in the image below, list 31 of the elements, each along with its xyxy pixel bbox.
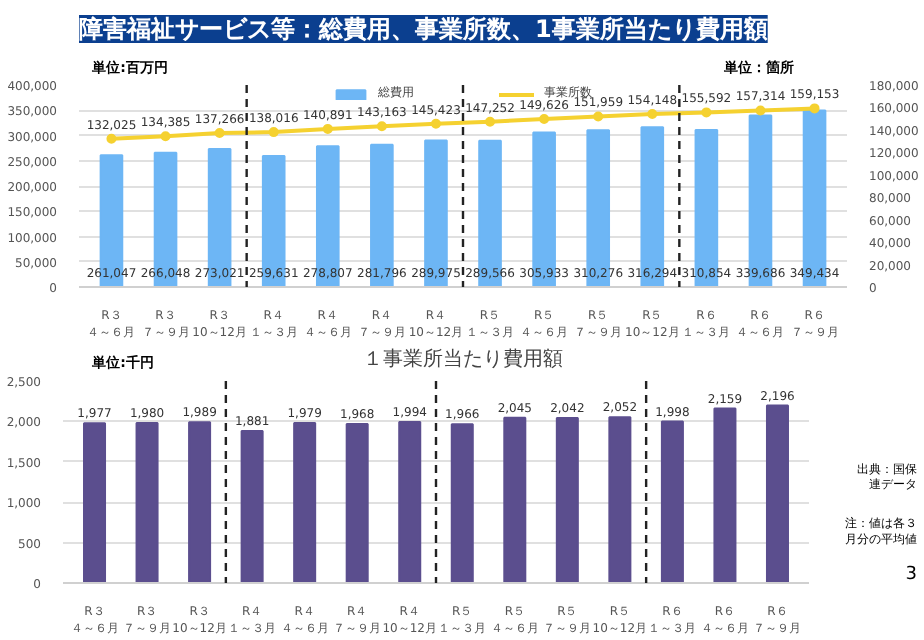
point bbox=[376, 121, 387, 132]
point bbox=[593, 111, 604, 122]
bar bbox=[135, 422, 159, 583]
bar bbox=[713, 407, 737, 583]
bar bbox=[240, 430, 264, 583]
bar bbox=[555, 417, 579, 583]
point bbox=[106, 133, 117, 144]
bar bbox=[660, 420, 684, 583]
point bbox=[430, 118, 441, 129]
bar bbox=[765, 404, 789, 583]
bar bbox=[503, 416, 527, 583]
point bbox=[539, 114, 550, 125]
text: 3 bbox=[905, 564, 918, 585]
chart-title: １事業所当たり費用額 bbox=[363, 347, 563, 371]
bar bbox=[293, 422, 317, 583]
bar bbox=[608, 416, 632, 583]
bar bbox=[398, 420, 422, 583]
bar bbox=[345, 422, 369, 583]
point bbox=[485, 116, 496, 127]
bar bbox=[450, 423, 474, 583]
bar bbox=[83, 422, 107, 583]
point bbox=[214, 127, 225, 138]
point bbox=[701, 107, 712, 118]
point bbox=[647, 109, 658, 119]
point bbox=[268, 127, 279, 138]
bar bbox=[188, 421, 212, 583]
point bbox=[755, 105, 766, 116]
chart-title: 障害福祉サービス等：総費用、事業所数、1事業所当たり費用額 bbox=[79, 15, 768, 43]
point bbox=[809, 103, 820, 114]
point bbox=[322, 123, 333, 134]
point bbox=[160, 131, 171, 142]
